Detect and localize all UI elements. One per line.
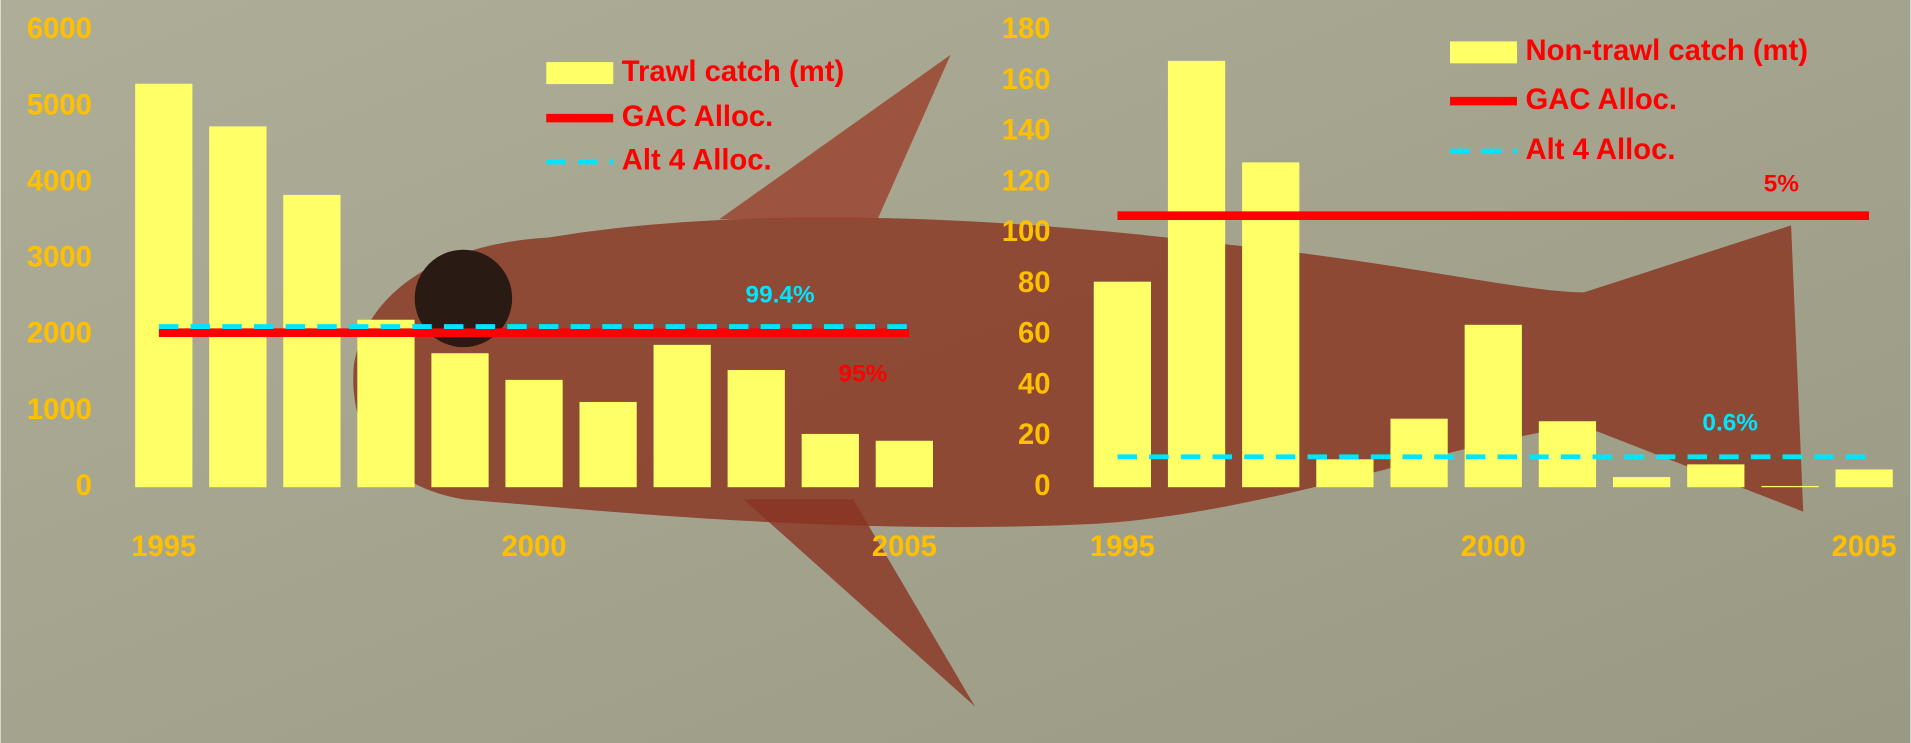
y-tick-label: 120 (1002, 165, 1051, 197)
fish-eye (414, 249, 513, 348)
y-tick-label: 140 (1002, 115, 1051, 147)
x-tick-label: 2005 (1832, 531, 1897, 563)
bar (653, 344, 711, 488)
bar (1761, 485, 1819, 488)
y-tick-label: 180 (1002, 13, 1051, 45)
bar (1316, 459, 1374, 488)
bar (727, 369, 785, 488)
annotation: 95% (839, 361, 888, 388)
y-tick-label: 6000 (27, 13, 92, 45)
y-tick-label: 80 (1018, 267, 1051, 299)
x-tick-label: 2000 (502, 531, 567, 563)
bar (579, 401, 637, 488)
y-tick-label: 5000 (27, 89, 92, 121)
bar (209, 126, 267, 488)
bar (875, 440, 933, 488)
bar (135, 83, 193, 488)
y-tick-label: 40 (1018, 368, 1051, 400)
y-tick-label: 3000 (27, 242, 92, 274)
y-tick-label: 160 (1002, 64, 1051, 96)
bar (801, 433, 859, 488)
annotation: 99.4% (746, 281, 815, 308)
bar (1835, 469, 1893, 488)
y-tick-label: 4000 (27, 165, 92, 197)
y-tick-label: 0 (1034, 470, 1050, 502)
bar (431, 353, 489, 488)
bar (357, 319, 415, 488)
legend-label: GAC Alloc. (1526, 84, 1678, 116)
bar (1464, 324, 1522, 488)
x-tick-label: 2005 (872, 531, 937, 563)
bar (1612, 477, 1671, 488)
legend-label: GAC Alloc. (622, 101, 774, 133)
x-tick-label: 2000 (1461, 531, 1526, 563)
y-tick-label: 1000 (27, 394, 92, 426)
bar (283, 194, 341, 488)
y-tick-label: 0 (76, 470, 92, 502)
legend-swatch (546, 62, 614, 85)
y-tick-label: 100 (1002, 216, 1051, 248)
bar (1390, 418, 1448, 488)
legend-swatch (1450, 41, 1518, 64)
legend-label: Alt 4 Alloc. (622, 145, 772, 177)
x-tick-label: 1995 (1090, 531, 1155, 563)
y-tick-label: 20 (1018, 419, 1051, 451)
bar (1093, 281, 1151, 488)
legend-label: Non-trawl catch (mt) (1526, 35, 1808, 67)
y-tick-label: 2000 (27, 318, 92, 350)
x-tick-label: 1995 (131, 531, 196, 563)
annotation: 0.6% (1702, 409, 1758, 436)
bar (1167, 60, 1226, 488)
legend-label: Alt 4 Alloc. (1526, 134, 1676, 166)
y-tick-label: 60 (1018, 318, 1051, 350)
annotation: 5% (1764, 171, 1800, 198)
bar (505, 379, 563, 488)
legend-label: Trawl catch (mt) (622, 56, 844, 88)
bar (1538, 421, 1597, 488)
bar (1242, 162, 1300, 488)
bar (1687, 464, 1745, 488)
